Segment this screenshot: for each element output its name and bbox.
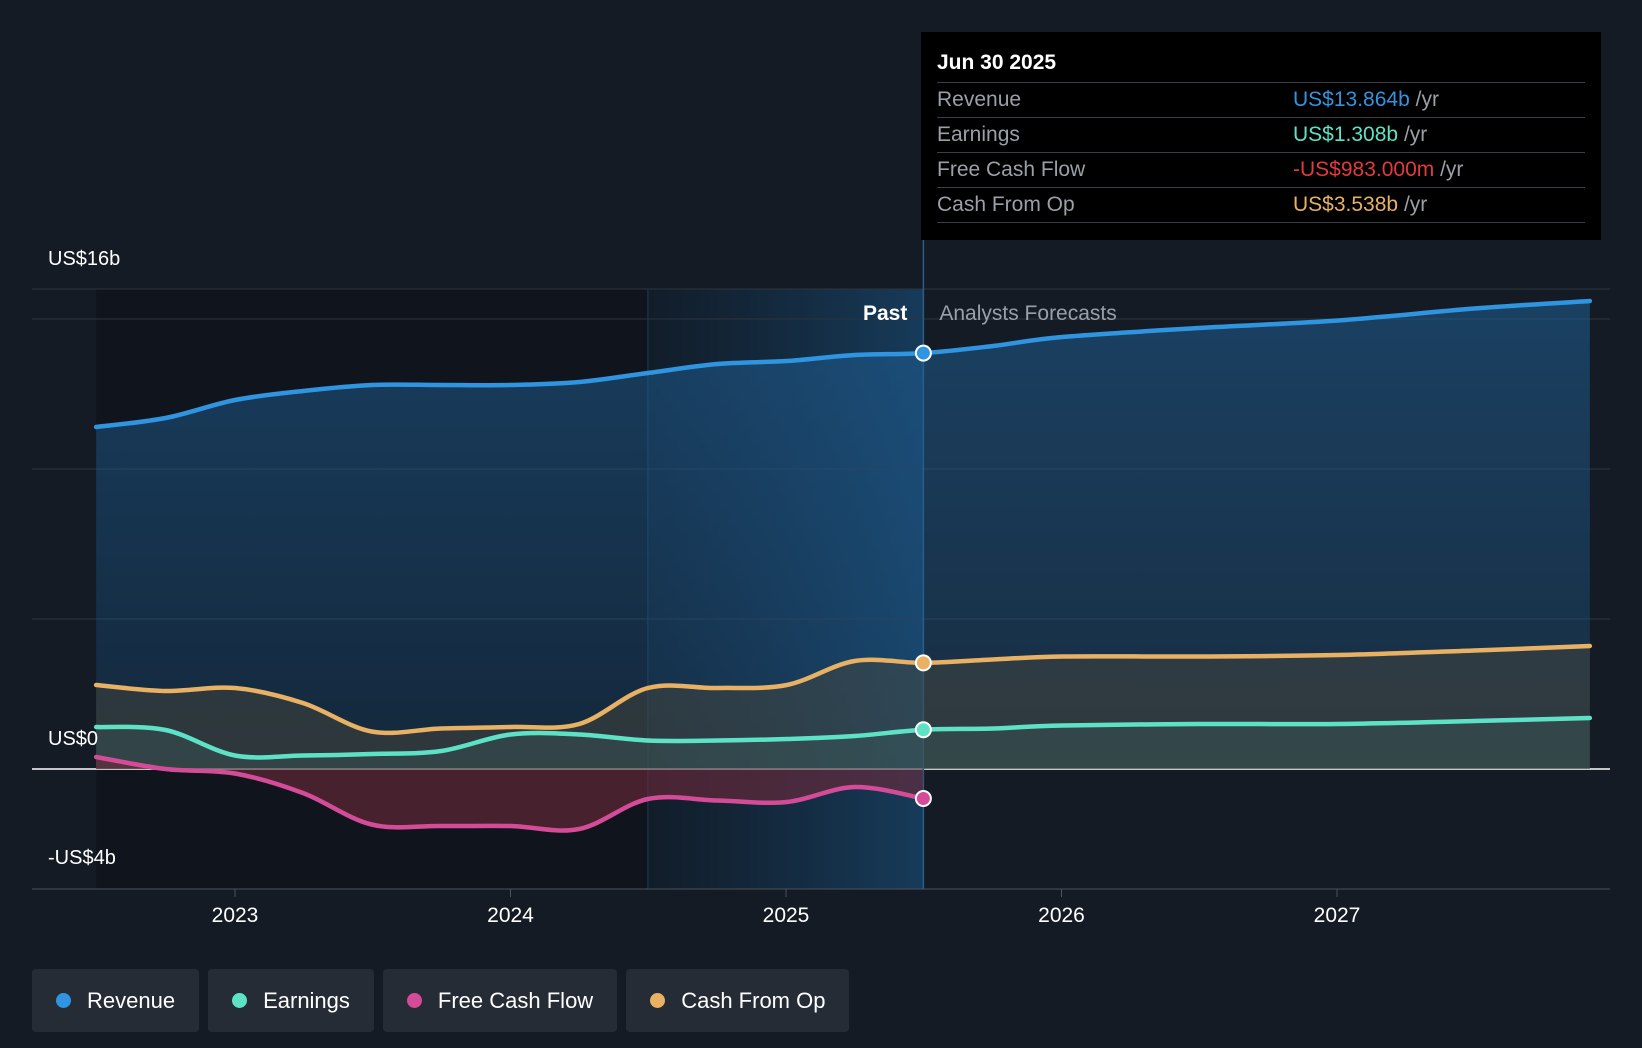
tooltip-value-wrap: US$13.864b /yr — [1293, 83, 1439, 117]
x-tick-label: 2023 — [212, 904, 259, 927]
y-tick-label: -US$4b — [48, 847, 116, 869]
cash-from-op-marker — [914, 654, 932, 672]
cash-from-op-line — [93, 643, 1593, 736]
tooltip-row-earnings: Earnings US$1.308b /yr — [937, 118, 1585, 153]
tooltip-value-wrap: -US$983.000m /yr — [1293, 153, 1463, 187]
legend-dot-icon — [56, 993, 71, 1008]
free-cash-flow-area — [96, 757, 924, 831]
earnings-line — [93, 715, 1593, 760]
legend-item-earnings[interactable]: Earnings — [208, 969, 374, 1032]
tooltip-unit: /yr — [1415, 88, 1439, 111]
x-tick-label: 2027 — [1314, 904, 1361, 927]
legend: Revenue Earnings Free Cash Flow Cash Fro… — [32, 969, 850, 1032]
tooltip-value: US$3.538b — [1293, 193, 1399, 216]
tooltip-row-cash-from-op: Cash From Op US$3.538b /yr — [937, 188, 1585, 223]
past-label: Past — [863, 302, 907, 325]
tooltip-value-wrap: US$3.538b /yr — [1293, 188, 1427, 222]
revenue-area — [96, 301, 1590, 769]
legend-dot-icon — [232, 993, 248, 1008]
tooltip-unit: /yr — [1440, 158, 1464, 181]
legend-item-free-cash-flow[interactable]: Free Cash Flow — [382, 969, 618, 1032]
legend-label: Earnings — [263, 987, 350, 1013]
tooltip-value: US$13.864b — [1293, 88, 1410, 111]
legend-label: Free Cash Flow — [437, 987, 594, 1013]
x-tick-label: 2024 — [487, 904, 534, 927]
revenue-line — [93, 298, 1593, 430]
tooltip-label: Earnings — [937, 123, 1020, 146]
tooltip-value: US$1.308b — [1293, 123, 1399, 146]
earnings-marker — [914, 721, 932, 739]
tooltip-row-revenue: Revenue US$13.864b /yr — [937, 83, 1585, 118]
legend-label: Revenue — [87, 987, 176, 1013]
legend-item-revenue[interactable]: Revenue — [32, 969, 200, 1032]
tooltip-label: Revenue — [937, 88, 1022, 111]
legend-item-cash-from-op[interactable]: Cash From Op — [626, 969, 850, 1032]
tooltip-unit: /yr — [1403, 193, 1428, 216]
revenue-marker — [914, 344, 932, 362]
forecast-label: Analysts Forecasts — [939, 302, 1116, 325]
legend-label: Cash From Op — [681, 987, 826, 1013]
legend-dot-icon — [406, 993, 422, 1008]
y-tick-label: US$16b — [48, 248, 120, 270]
tooltip-date: Jun 30 2025 — [937, 44, 1585, 83]
x-tick-label: 2025 — [763, 904, 810, 927]
tooltip-label: Free Cash Flow — [937, 158, 1086, 181]
earnings-area — [96, 718, 1590, 769]
x-tick-label: 2026 — [1038, 904, 1085, 927]
cash-from-op-area — [96, 646, 1590, 769]
tooltip-label: Cash From Op — [937, 193, 1075, 216]
tooltip-unit: /yr — [1403, 123, 1428, 146]
y-tick-label: US$0 — [48, 728, 98, 750]
legend-dot-icon — [650, 993, 666, 1008]
tooltip-value: -US$983.000m — [1293, 158, 1435, 181]
tooltip-panel: Jun 30 2025 Revenue US$13.864b /yr Earni… — [921, 32, 1601, 240]
tooltip-value-wrap: US$1.308b /yr — [1293, 118, 1427, 152]
free-cash-flow-line — [93, 754, 926, 833]
free-cash-flow-marker — [914, 789, 932, 807]
tooltip-row-free-cash-flow: Free Cash Flow -US$983.000m /yr — [937, 153, 1585, 188]
